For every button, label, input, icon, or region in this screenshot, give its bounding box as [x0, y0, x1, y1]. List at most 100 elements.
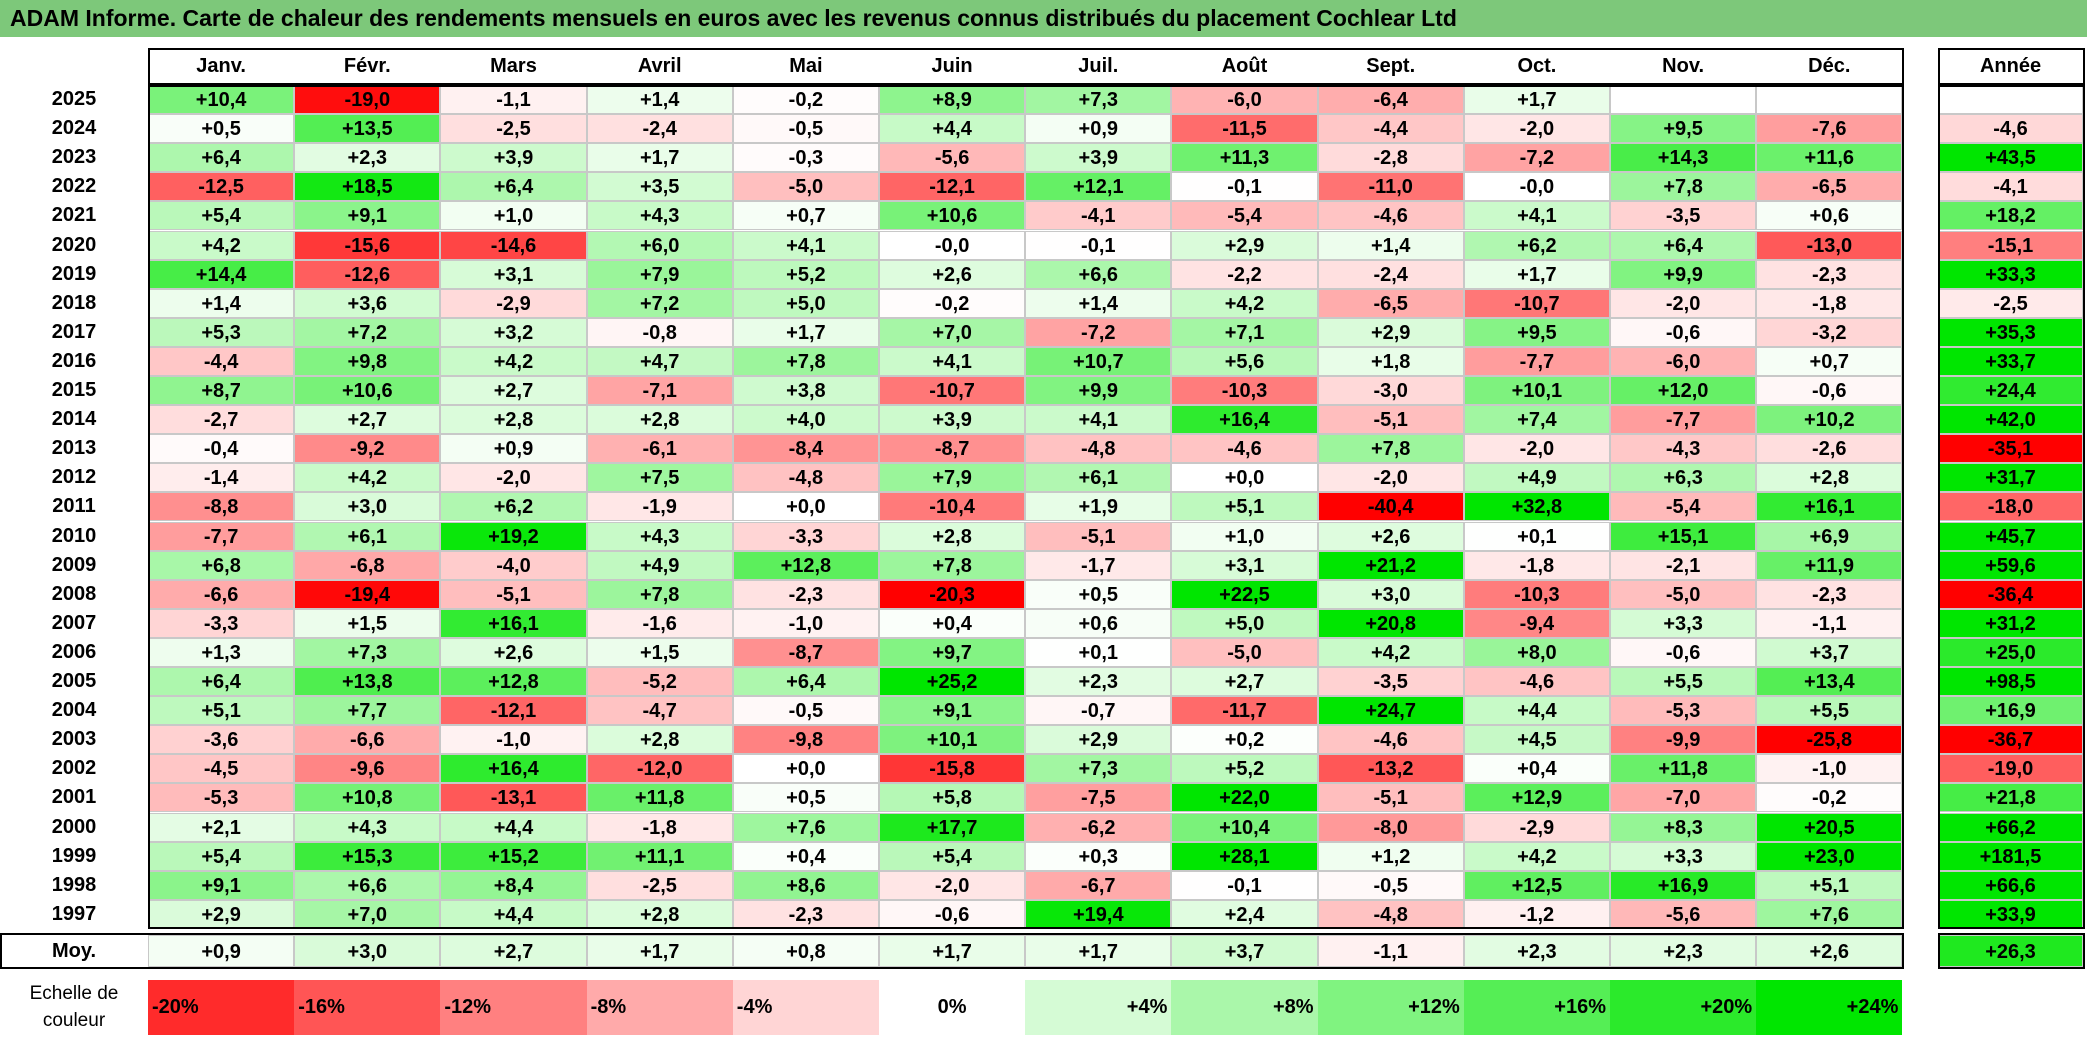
- heatmap-cell: +4,4: [1463, 696, 1610, 726]
- heatmap-cell: +5,6: [1171, 346, 1318, 376]
- legend-label: Echelle de couleur: [29, 983, 119, 1031]
- heatmap-cell: +9,1: [148, 870, 295, 900]
- annual-cell: -19,0: [1938, 754, 2083, 784]
- annual-cell: +33,3: [1938, 259, 2083, 289]
- heatmap-cell: +4,4: [879, 114, 1026, 144]
- heatmap-cell: +5,5: [1756, 696, 1903, 726]
- heatmap-cell: +5,0: [1171, 608, 1318, 638]
- heatmap-cell: +15,3: [294, 841, 441, 871]
- heatmap-cell: -0,6: [1756, 376, 1903, 406]
- heatmap-cell: -4,4: [148, 346, 295, 376]
- heatmap-cell: +7,3: [1025, 85, 1172, 115]
- heatmap-cell: +22,5: [1171, 579, 1318, 609]
- heatmap-cell: +4,9: [586, 550, 733, 580]
- heatmap-cell: +0,0: [732, 754, 879, 784]
- heatmap-cell: +9,5: [1610, 114, 1757, 144]
- heatmap-cell: +2,8: [586, 899, 733, 929]
- heatmap-cell: +4,3: [294, 812, 441, 842]
- heatmap-cell: -1,9: [586, 492, 733, 522]
- heatmap-cell: +1,0: [440, 201, 587, 231]
- annual-cell: [1938, 85, 2083, 115]
- legend-swatch: -4%: [732, 980, 879, 1035]
- average-cell: +0,9: [148, 935, 295, 967]
- heatmap-cell: +2,7: [440, 376, 587, 406]
- heatmap-cell: +12,1: [1025, 172, 1172, 202]
- heatmap-cell: -12,1: [440, 696, 587, 726]
- year-label: 1997: [0, 899, 148, 929]
- annual-cell: +16,9: [1938, 696, 2083, 726]
- heatmap-cell: +2,3: [1025, 667, 1172, 697]
- heatmap-cell: -2,0: [879, 870, 1026, 900]
- heatmap-cell: +4,1: [879, 346, 1026, 376]
- heatmap-cell: +20,5: [1756, 812, 1903, 842]
- heatmap-cell: -0,2: [879, 288, 1026, 318]
- heatmap-cell: +7,7: [294, 696, 441, 726]
- heatmap-cell: -0,5: [1317, 870, 1464, 900]
- heatmap-cell: +15,1: [1610, 521, 1757, 551]
- heatmap-cell: -3,2: [1756, 317, 1903, 347]
- heatmap-cell: -7,0: [1610, 783, 1757, 813]
- heatmap-cell: +8,0: [1463, 637, 1610, 667]
- heatmap-cell: -6,6: [148, 579, 295, 609]
- average-cell: +2,7: [440, 935, 587, 967]
- year-label: 2010: [0, 521, 148, 551]
- heatmap-cell: +17,7: [879, 812, 1026, 842]
- heatmap-cell: +5,4: [148, 201, 295, 231]
- heatmap-cell: -0,0: [1463, 172, 1610, 202]
- heatmap-cell: +4,1: [732, 230, 879, 260]
- heatmap-cell: +3,3: [1610, 841, 1757, 871]
- average-cell: +3,0: [294, 935, 441, 967]
- legend-swatch: 0%: [879, 980, 1026, 1035]
- heatmap-cell: -5,6: [1610, 899, 1757, 929]
- heatmap-cell: +16,9: [1610, 870, 1757, 900]
- heatmap-cell: +0,4: [1463, 754, 1610, 784]
- heatmap-cell: -0,6: [879, 899, 1026, 929]
- heatmap-cell: +7,4: [1463, 405, 1610, 435]
- heatmap-cell: -1,8: [586, 812, 733, 842]
- heatmap-cell: -11,5: [1171, 114, 1318, 144]
- heatmap-cell: -7,7: [148, 521, 295, 551]
- heatmap-cell: +4,7: [586, 346, 733, 376]
- heatmap-cell: +8,3: [1610, 812, 1757, 842]
- month-header: Mars: [440, 48, 587, 84]
- heatmap-cell: -6,1: [586, 434, 733, 464]
- heatmap-cell: -2,0: [1463, 434, 1610, 464]
- year-label: 1999: [0, 841, 148, 871]
- year-label: 2013: [0, 434, 148, 464]
- heatmap-cell: +7,9: [586, 259, 733, 289]
- year-label: 2000: [0, 812, 148, 842]
- heatmap-cell: +10,6: [294, 376, 441, 406]
- average-cell: +1,7: [1025, 935, 1172, 967]
- heatmap-cell: -7,7: [1463, 346, 1610, 376]
- month-header: Janv.: [148, 48, 295, 84]
- heatmap-cell: +10,1: [879, 725, 1026, 755]
- heatmap-cell: -1,7: [1025, 550, 1172, 580]
- heatmap-cell: +1,0: [1171, 521, 1318, 551]
- heatmap-cell: -3,0: [1317, 376, 1464, 406]
- month-header: Août: [1171, 48, 1318, 84]
- heatmap-cell: +12,8: [440, 667, 587, 697]
- annual-cell: +45,7: [1938, 521, 2083, 551]
- heatmap-cell: +2,8: [879, 521, 1026, 551]
- heatmap-cell: +8,4: [440, 870, 587, 900]
- heatmap-cell: +5,8: [879, 783, 1026, 813]
- heatmap-cell: -2,9: [1463, 812, 1610, 842]
- annual-cell: +59,6: [1938, 550, 2083, 580]
- heatmap-cell: +14,3: [1610, 143, 1757, 173]
- heatmap-cell: +2,3: [294, 143, 441, 173]
- heatmap-cell: -5,1: [440, 579, 587, 609]
- heatmap-cell: +2,6: [440, 637, 587, 667]
- heatmap-cell: +13,5: [294, 114, 441, 144]
- heatmap-cell: +7,1: [1171, 317, 1318, 347]
- annual-cell: +21,8: [1938, 783, 2083, 813]
- year-label: 2008: [0, 579, 148, 609]
- heatmap-cell: +0,5: [1025, 579, 1172, 609]
- heatmap-cell: +12,5: [1463, 870, 1610, 900]
- heatmap-cell: +6,4: [732, 667, 879, 697]
- heatmap-cell: +2,7: [1171, 667, 1318, 697]
- heatmap-cell: -2,2: [1171, 259, 1318, 289]
- heatmap-cell: +4,2: [1463, 841, 1610, 871]
- heatmap-cell: -12,1: [879, 172, 1026, 202]
- heatmap-cell: -9,8: [732, 725, 879, 755]
